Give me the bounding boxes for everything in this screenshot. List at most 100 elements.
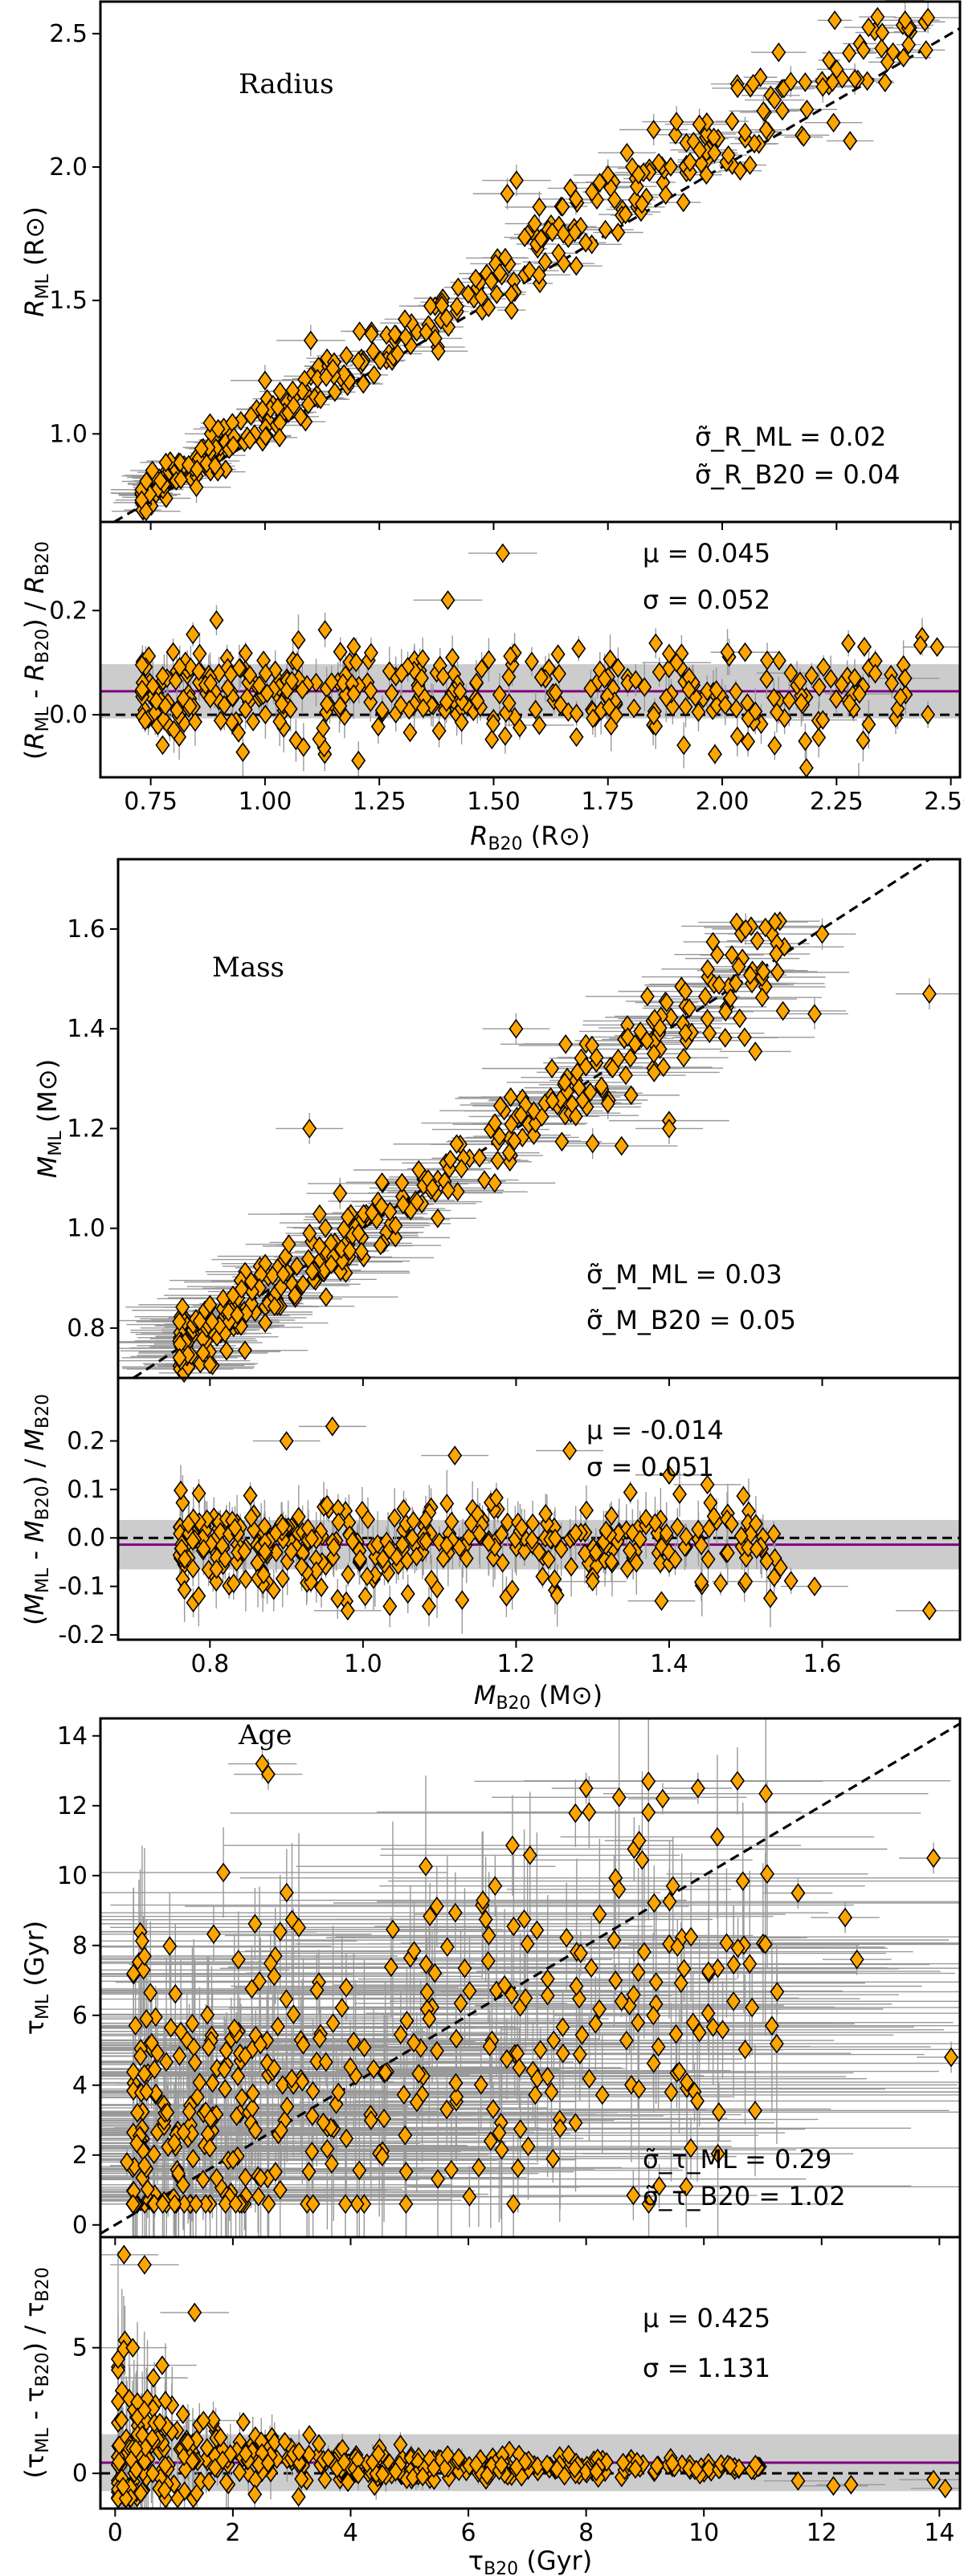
mass-main-point-351 — [180, 1344, 195, 1365]
mass-main-point-320 — [296, 1274, 311, 1294]
mass-resid-point-307 — [623, 1540, 638, 1561]
mass-main-ticks: 0.8 1.0 1.2 1.4 1.6 — [67, 915, 823, 1386]
age-main-point-179 — [494, 2139, 509, 2160]
radius-resid-point-362 — [929, 637, 945, 658]
radius-resid-point-106 — [551, 663, 566, 684]
radius-resid-point-275 — [759, 669, 774, 690]
mass-main-point-166 — [582, 1082, 598, 1103]
radius-resid-xlabel: RB20 (R⊙) — [470, 821, 590, 854]
radius-resid-point-196 — [149, 691, 164, 711]
radius-resid-point-349 — [470, 691, 485, 711]
mass-main-point-241 — [258, 1313, 273, 1333]
mass-resid-point-288 — [304, 1528, 320, 1549]
radius-resid-point-336 — [861, 714, 876, 735]
mass-resid-point-314 — [243, 1507, 259, 1528]
radius-resid-point-295 — [351, 750, 366, 771]
radius-resid-point-229 — [182, 696, 198, 716]
mass-main-point-359 — [394, 1172, 410, 1193]
radius-main-ticks: 1.0 1.5 2.0 2.5 — [49, 20, 952, 530]
radius-main-point-328 — [537, 251, 553, 272]
radius-main-point-360 — [897, 10, 913, 31]
mass-main-point-192 — [575, 1090, 590, 1111]
mass-main-point-120 — [545, 1058, 560, 1078]
mass-resid-frame — [116, 1376, 962, 1641]
radius-main-point-121 — [352, 321, 367, 342]
age-main-point-200 — [312, 2028, 327, 2049]
age-main-point-145 — [148, 2007, 163, 2028]
mass-resid-point-300 — [360, 1509, 375, 1530]
age-main-point-230 — [690, 2091, 705, 2111]
mass-resid-point-36 — [623, 1482, 638, 1502]
mass-main-ytick-label-1: 1.0 — [67, 1215, 105, 1243]
radius-main-ytick-label-1: 1.5 — [49, 287, 88, 315]
radius-resid-point-271 — [415, 649, 431, 670]
radius-resid-point-360 — [495, 543, 510, 564]
radius-title: Radius — [239, 68, 334, 100]
radius-resid-point-161 — [553, 695, 568, 715]
radius-resid-point-250 — [217, 695, 232, 715]
mass-resid-point-211 — [191, 1483, 206, 1504]
age-main-point-215 — [268, 2162, 283, 2182]
mass-main-point-287 — [754, 987, 770, 1008]
mass-main-point-227 — [503, 1086, 518, 1107]
mass-resid-point-325 — [375, 1549, 390, 1569]
age-main-point-65 — [346, 2031, 362, 2052]
radius-main-ytick-label-0: 1.0 — [49, 420, 88, 448]
radius-resid-point-255 — [571, 638, 586, 659]
mass-main-point-299 — [492, 1095, 508, 1116]
radius-main-point-345 — [682, 152, 697, 173]
mass-main-point-292 — [443, 1149, 458, 1170]
age-main-point-5 — [423, 1906, 438, 1926]
mass-main-point-111 — [265, 1266, 280, 1286]
mass-resid-point-338 — [724, 1514, 739, 1535]
radius-resid-point-339 — [134, 654, 149, 675]
radius-resid-point-318 — [272, 711, 288, 732]
radius-main-point-307 — [799, 99, 815, 120]
radius-main-point-271 — [174, 469, 189, 490]
age-main-point-202 — [520, 1934, 535, 1954]
radius-resid-xtick-label-1: 1.00 — [238, 788, 292, 816]
mass-resid-point-145 — [670, 1517, 685, 1537]
mass-resid-point-305 — [578, 1500, 594, 1521]
mass-resid-point-303 — [629, 1552, 644, 1573]
mass-resid-point-361 — [807, 1576, 822, 1596]
radius-resid-point-311 — [828, 689, 844, 709]
mass-main-point-163 — [410, 1192, 425, 1212]
mass-main-point-357 — [351, 1223, 366, 1244]
radius-main-point-317 — [158, 452, 174, 473]
age-main-point-231 — [244, 1979, 259, 1999]
mass-resid-point-163 — [199, 1509, 214, 1530]
radius-resid-point-251 — [469, 672, 484, 693]
radius-resid-point-86 — [528, 699, 543, 720]
mass-main-point-260 — [281, 1234, 296, 1254]
radius-main-point-12 — [451, 277, 466, 298]
age-main-point-91 — [711, 2101, 726, 2122]
radius-resid-point-77 — [627, 698, 642, 719]
radius-resid-point-193 — [767, 736, 782, 756]
mass-main-point-170 — [725, 944, 740, 965]
mass-resid-point-304 — [759, 1551, 774, 1571]
mass-main-point-344 — [288, 1285, 302, 1306]
radius-main-point-324 — [173, 452, 188, 473]
mass-main-point-230 — [758, 917, 773, 938]
mass-resid-point-340 — [406, 1510, 421, 1531]
radius-main-point-374 — [600, 165, 615, 185]
radius-main-point-373 — [568, 189, 583, 210]
mass-main-point-196 — [333, 1261, 348, 1282]
mass-resid-point-349 — [749, 1539, 764, 1559]
mass-main-point-179 — [558, 1033, 574, 1054]
age-main-point-128 — [200, 2004, 215, 2025]
radius-main-point-336 — [351, 351, 366, 372]
mass-resid-point-35 — [314, 1577, 329, 1598]
mass-main-point-73 — [318, 1286, 333, 1307]
radius-resid-ytick-label-1: 0.2 — [49, 597, 88, 625]
radius-resid-point-322 — [220, 678, 235, 699]
mass-main-point-286 — [239, 1303, 254, 1323]
radius-resid-point-314 — [548, 683, 563, 703]
mass-main-point-345 — [605, 1058, 620, 1079]
mass-resid-point-183 — [238, 1569, 253, 1590]
radius-resid-point-333 — [842, 693, 857, 714]
mass-main-point-145 — [678, 1023, 693, 1043]
mass-resid-point-236 — [679, 1526, 694, 1547]
mass-resid-point-333 — [331, 1512, 346, 1533]
